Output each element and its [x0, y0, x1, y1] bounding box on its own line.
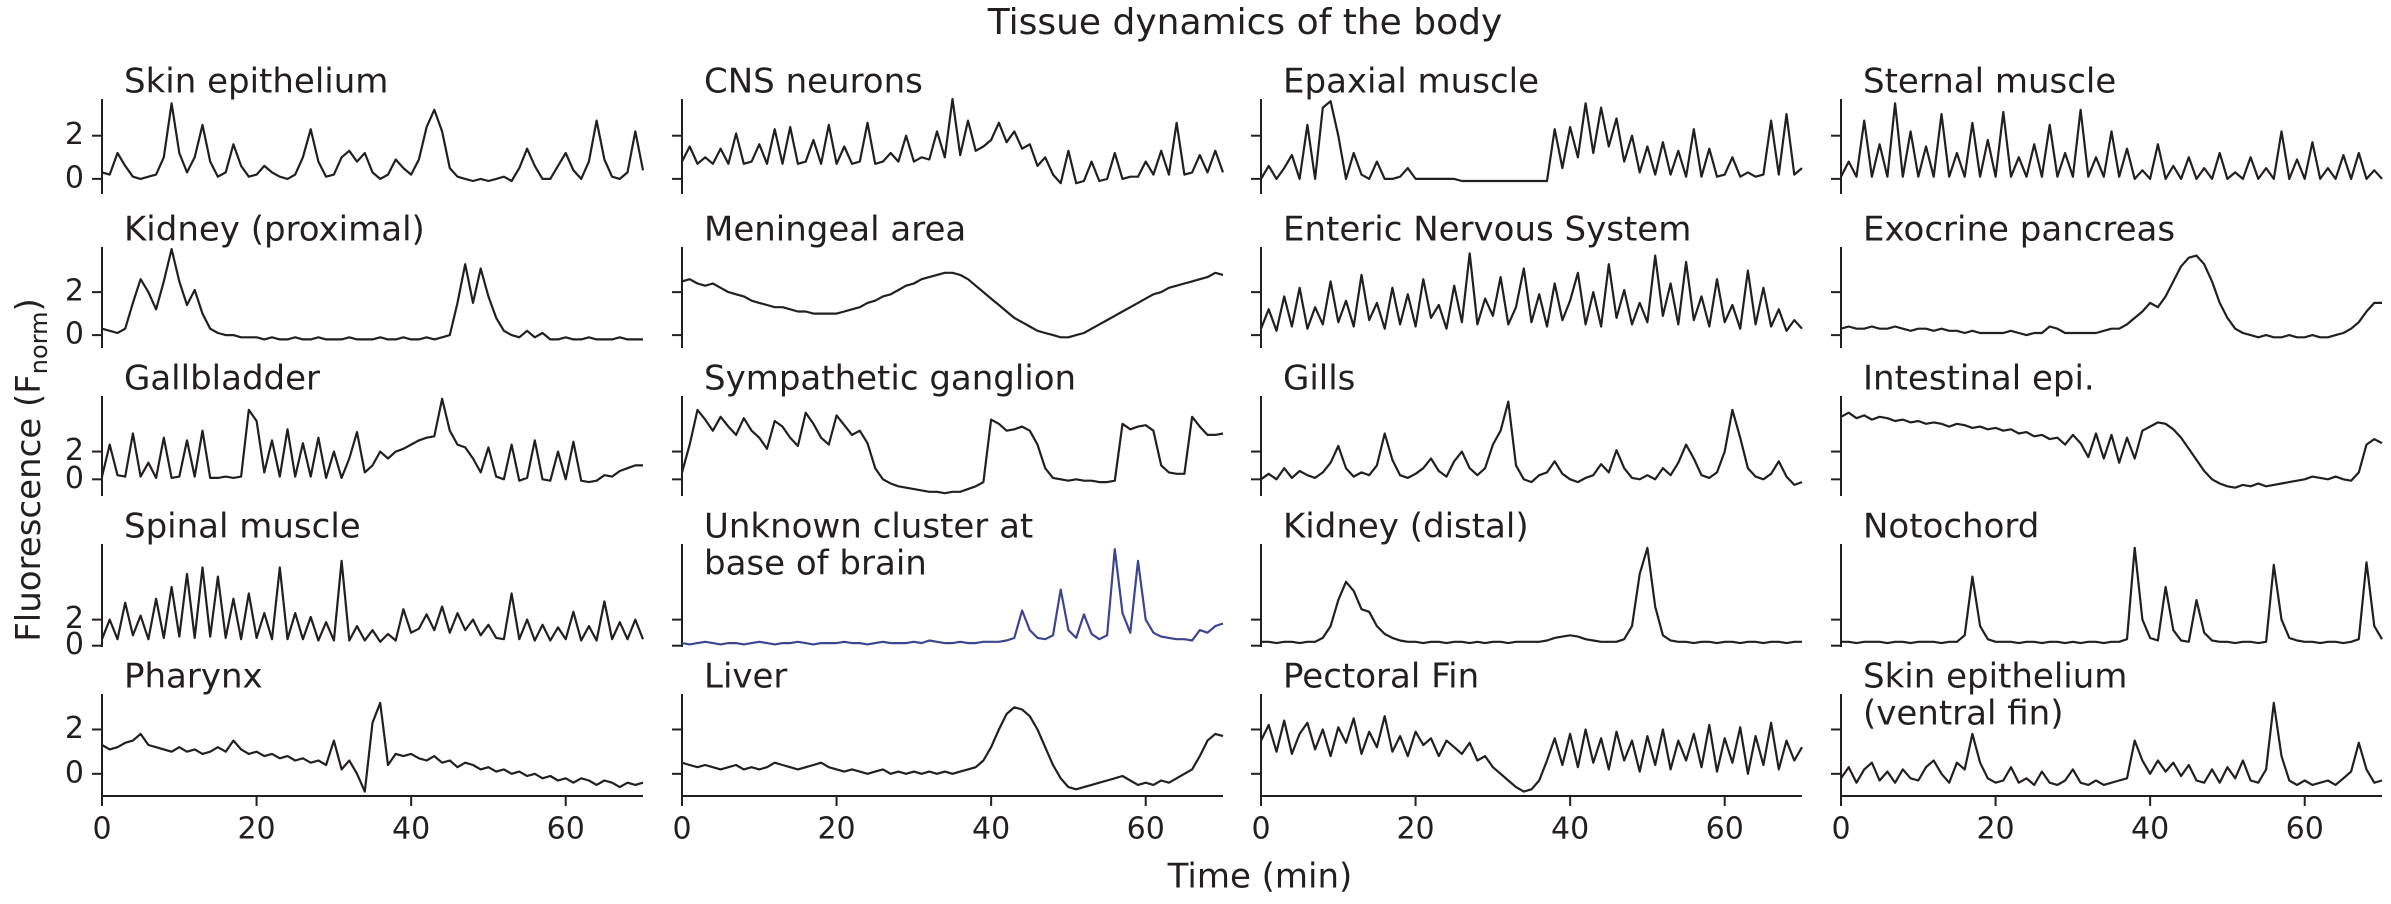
- x-tick-label: 40: [392, 812, 430, 847]
- x-tick-label: 40: [1551, 812, 1589, 847]
- trace: [1261, 546, 1802, 645]
- trace: [1259, 252, 1803, 332]
- x-tick-label: 0: [672, 812, 691, 847]
- y-label-end: ): [9, 298, 49, 311]
- panel-title: Notochord: [1863, 507, 2039, 547]
- x-tick-label: 60: [1706, 812, 1744, 847]
- panel-title: Unknown cluster at: [704, 507, 1033, 547]
- y-tick-label: 0: [65, 160, 84, 195]
- y-label-main: Fluorescence (F: [9, 374, 49, 642]
- panel-title: Skin epithelium: [1863, 657, 2127, 697]
- x-tick-label: 40: [2131, 812, 2169, 847]
- trace: [681, 97, 1225, 185]
- trace: [1840, 102, 2383, 180]
- panel-title: (ventral fin): [1863, 694, 2063, 734]
- trace: [101, 701, 644, 793]
- trace: [1840, 701, 2383, 786]
- y-tick-label: 2: [65, 711, 84, 746]
- y-tick-label: 0: [65, 627, 84, 662]
- trace: [1841, 546, 2383, 645]
- trace: [101, 102, 645, 183]
- x-tick-label: 20: [1396, 812, 1434, 847]
- trace: [1260, 715, 1803, 793]
- panel-title: Enteric Nervous System: [1283, 210, 1691, 250]
- x-tick-label: 40: [972, 812, 1010, 847]
- y-tick-label: 2: [65, 274, 84, 309]
- panel-title: CNS neurons: [704, 62, 923, 102]
- trace: [101, 248, 643, 341]
- panel-title: Intestinal epi.: [1863, 359, 2095, 399]
- y-label-sub: norm: [25, 311, 53, 374]
- panel-title: Gills: [1283, 359, 1355, 399]
- y-tick-label: 0: [65, 317, 84, 352]
- trace: [681, 548, 1224, 646]
- x-tick-label: 20: [1976, 812, 2014, 847]
- panel-title: Meningeal area: [704, 210, 966, 250]
- trace: [680, 408, 1224, 495]
- panel-title: Pectoral Fin: [1283, 657, 1479, 697]
- trace: [681, 706, 1224, 791]
- trace: [681, 271, 1224, 339]
- y-tick-label: 0: [65, 755, 84, 790]
- y-tick-label: 2: [65, 117, 84, 152]
- trace: [1840, 254, 2382, 339]
- trace: [1840, 411, 2383, 489]
- panel-title: Sternal muscle: [1863, 62, 2116, 102]
- y-tick-label: 2: [65, 433, 84, 468]
- x-tick-label: 0: [92, 812, 111, 847]
- trace: [100, 559, 645, 643]
- panel-title: Pharynx: [124, 657, 263, 697]
- trace: [100, 397, 643, 484]
- panel-title: Gallbladder: [124, 359, 320, 399]
- figure-title: Tissue dynamics of the body: [987, 2, 1503, 43]
- x-tick-label: 60: [1127, 812, 1165, 847]
- x-tick-label: 0: [1831, 812, 1850, 847]
- x-tick-label: 20: [237, 812, 275, 847]
- trace: [1260, 400, 1803, 486]
- panel-title: Spinal muscle: [124, 507, 361, 547]
- panel-title: Exocrine pancreas: [1863, 210, 2175, 250]
- x-tick-label: 60: [547, 812, 585, 847]
- panel-title: Kidney (proximal): [124, 210, 425, 250]
- panel-title: Epaxial muscle: [1283, 62, 1539, 102]
- y-axis-label: Fluorescence (Fnorm): [9, 298, 54, 642]
- x-tick-label: 20: [817, 812, 855, 847]
- y-tick-label: 0: [65, 461, 84, 496]
- panel-title: Skin epithelium: [124, 62, 388, 102]
- x-axis-label: Time (min): [1167, 857, 1353, 897]
- panel-title: base of brain: [704, 544, 927, 584]
- panel-title: Kidney (distal): [1283, 507, 1529, 547]
- panel-title: Sympathetic ganglion: [704, 359, 1076, 399]
- trace: [1260, 100, 1803, 183]
- x-tick-label: 60: [2286, 812, 2324, 847]
- panel-title: Liver: [704, 657, 787, 697]
- x-tick-label: 0: [1251, 812, 1270, 847]
- y-tick-label: 2: [65, 601, 84, 636]
